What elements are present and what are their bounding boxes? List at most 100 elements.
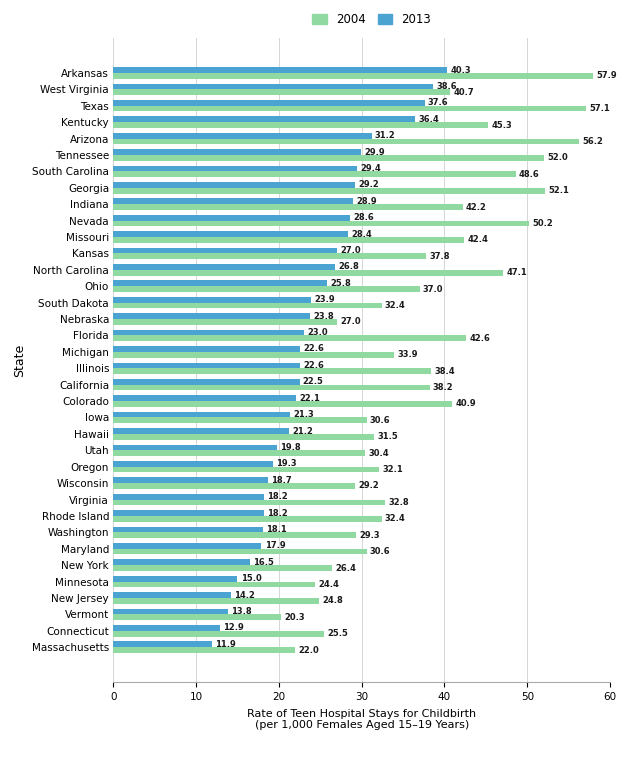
Bar <box>113 396 296 401</box>
Text: 13.8: 13.8 <box>231 607 252 616</box>
Bar <box>113 264 335 270</box>
Bar <box>113 598 319 603</box>
X-axis label: Rate of Teen Hospital Stays for Childbirth
(per 1,000 Females Aged 15–19 Years): Rate of Teen Hospital Stays for Childbir… <box>247 709 476 731</box>
Bar <box>113 297 311 302</box>
Bar <box>113 647 296 653</box>
Bar <box>113 204 463 210</box>
Text: 21.2: 21.2 <box>292 427 313 436</box>
Text: 24.8: 24.8 <box>322 597 343 606</box>
Text: 47.1: 47.1 <box>506 268 527 277</box>
Text: 40.9: 40.9 <box>455 399 476 409</box>
Bar <box>113 559 250 565</box>
Text: 48.6: 48.6 <box>519 170 540 179</box>
Text: 37.0: 37.0 <box>423 284 443 293</box>
Text: 29.2: 29.2 <box>359 481 379 490</box>
Text: 18.2: 18.2 <box>267 492 288 501</box>
Text: 38.2: 38.2 <box>433 383 454 392</box>
Bar <box>113 444 277 450</box>
Bar <box>113 171 516 177</box>
Bar <box>113 330 304 336</box>
Text: 52.1: 52.1 <box>548 186 569 195</box>
Bar <box>113 625 220 631</box>
Text: 19.3: 19.3 <box>276 459 297 468</box>
Text: 30.6: 30.6 <box>370 416 391 424</box>
Bar <box>113 89 450 95</box>
Bar <box>113 516 382 522</box>
Bar <box>113 106 586 111</box>
Text: 22.1: 22.1 <box>299 393 320 402</box>
Bar <box>113 346 301 352</box>
Text: 57.9: 57.9 <box>596 71 616 80</box>
Text: 32.4: 32.4 <box>385 301 406 310</box>
Bar <box>113 368 431 374</box>
Bar <box>113 565 332 571</box>
Text: 30.4: 30.4 <box>369 449 389 458</box>
Text: 15.0: 15.0 <box>241 574 262 583</box>
Bar <box>113 231 348 237</box>
Text: 27.0: 27.0 <box>340 318 361 327</box>
Text: 38.4: 38.4 <box>435 367 455 376</box>
Bar <box>113 412 289 418</box>
Text: 12.9: 12.9 <box>223 623 244 632</box>
Bar <box>113 576 238 581</box>
Text: 24.4: 24.4 <box>319 580 340 589</box>
Bar <box>113 592 231 598</box>
Bar <box>113 133 372 139</box>
Bar <box>113 434 374 440</box>
Bar <box>113 83 433 89</box>
Bar <box>113 67 447 73</box>
Bar <box>113 313 310 319</box>
Bar <box>113 149 361 155</box>
Bar <box>113 581 315 587</box>
Text: 29.9: 29.9 <box>364 148 385 157</box>
Text: 50.2: 50.2 <box>532 219 553 228</box>
Bar <box>113 155 544 161</box>
Text: 32.1: 32.1 <box>382 465 403 474</box>
Text: 25.5: 25.5 <box>328 629 348 638</box>
Bar <box>113 270 503 276</box>
Bar <box>113 188 545 193</box>
Bar <box>113 510 264 516</box>
Bar <box>113 428 289 434</box>
Bar <box>113 532 356 538</box>
Text: 11.9: 11.9 <box>215 640 236 649</box>
Bar <box>113 362 301 368</box>
Text: 40.3: 40.3 <box>450 65 471 74</box>
Bar <box>113 319 337 324</box>
Text: 57.1: 57.1 <box>589 104 610 113</box>
Text: 14.2: 14.2 <box>234 590 255 600</box>
Bar <box>113 280 327 287</box>
Bar <box>113 461 273 467</box>
Text: 16.5: 16.5 <box>253 558 274 567</box>
Bar <box>113 614 281 620</box>
Bar <box>113 379 299 384</box>
Text: 23.9: 23.9 <box>314 296 335 304</box>
Bar <box>113 609 228 614</box>
Bar <box>113 166 357 171</box>
Text: 31.2: 31.2 <box>375 131 396 140</box>
Bar <box>113 631 325 637</box>
Bar <box>113 237 464 243</box>
Text: 42.4: 42.4 <box>468 236 489 244</box>
Text: 29.3: 29.3 <box>359 531 380 540</box>
Text: 23.0: 23.0 <box>307 328 328 337</box>
Bar <box>113 450 365 456</box>
Text: 29.2: 29.2 <box>359 180 379 190</box>
Bar <box>113 527 263 532</box>
Text: 26.8: 26.8 <box>338 262 359 271</box>
Bar <box>113 117 415 122</box>
Text: 18.2: 18.2 <box>267 509 288 518</box>
Bar <box>113 483 355 489</box>
Text: 32.8: 32.8 <box>388 498 409 507</box>
Text: 21.3: 21.3 <box>293 410 314 419</box>
Text: 38.6: 38.6 <box>437 82 457 91</box>
Bar <box>113 478 268 483</box>
Bar <box>113 287 420 292</box>
Bar <box>113 352 394 358</box>
Text: 28.4: 28.4 <box>352 230 372 239</box>
Bar <box>113 122 488 128</box>
Text: 36.4: 36.4 <box>418 114 439 124</box>
Bar <box>113 549 367 554</box>
Text: 52.0: 52.0 <box>547 153 568 162</box>
Bar <box>113 500 385 506</box>
